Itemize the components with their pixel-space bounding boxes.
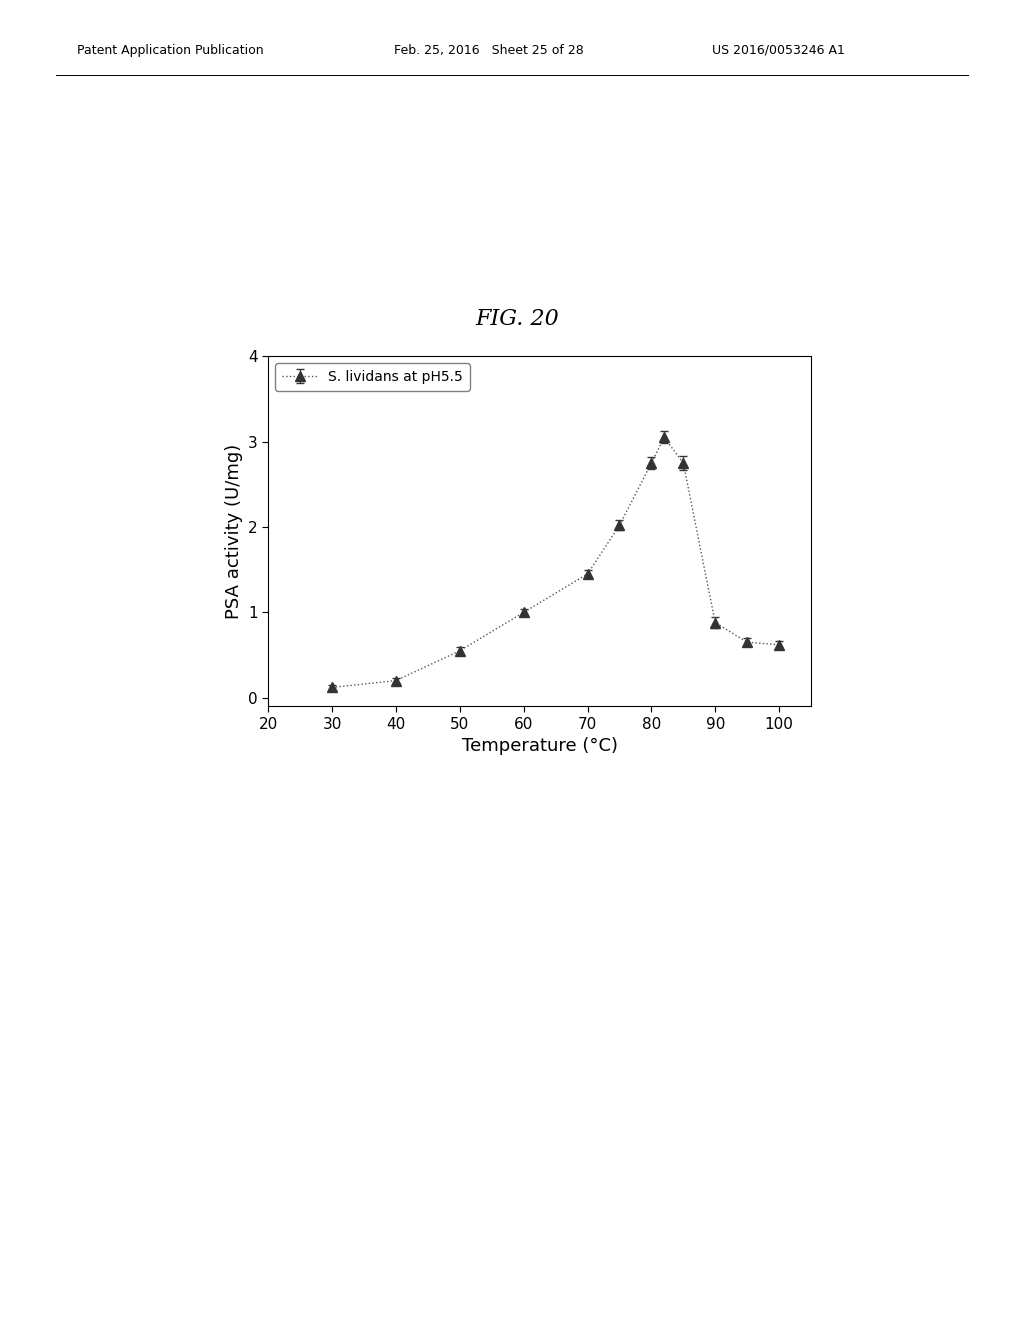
Legend: S. lividans at pH5.5: S. lividans at pH5.5	[275, 363, 470, 391]
Text: Patent Application Publication: Patent Application Publication	[77, 44, 263, 57]
Y-axis label: PSA activity (U/mg): PSA activity (U/mg)	[224, 444, 243, 619]
Text: Feb. 25, 2016   Sheet 25 of 28: Feb. 25, 2016 Sheet 25 of 28	[394, 44, 584, 57]
Text: US 2016/0053246 A1: US 2016/0053246 A1	[712, 44, 845, 57]
X-axis label: Temperature (°C): Temperature (°C)	[462, 737, 617, 755]
Text: FIG. 20: FIG. 20	[475, 309, 559, 330]
